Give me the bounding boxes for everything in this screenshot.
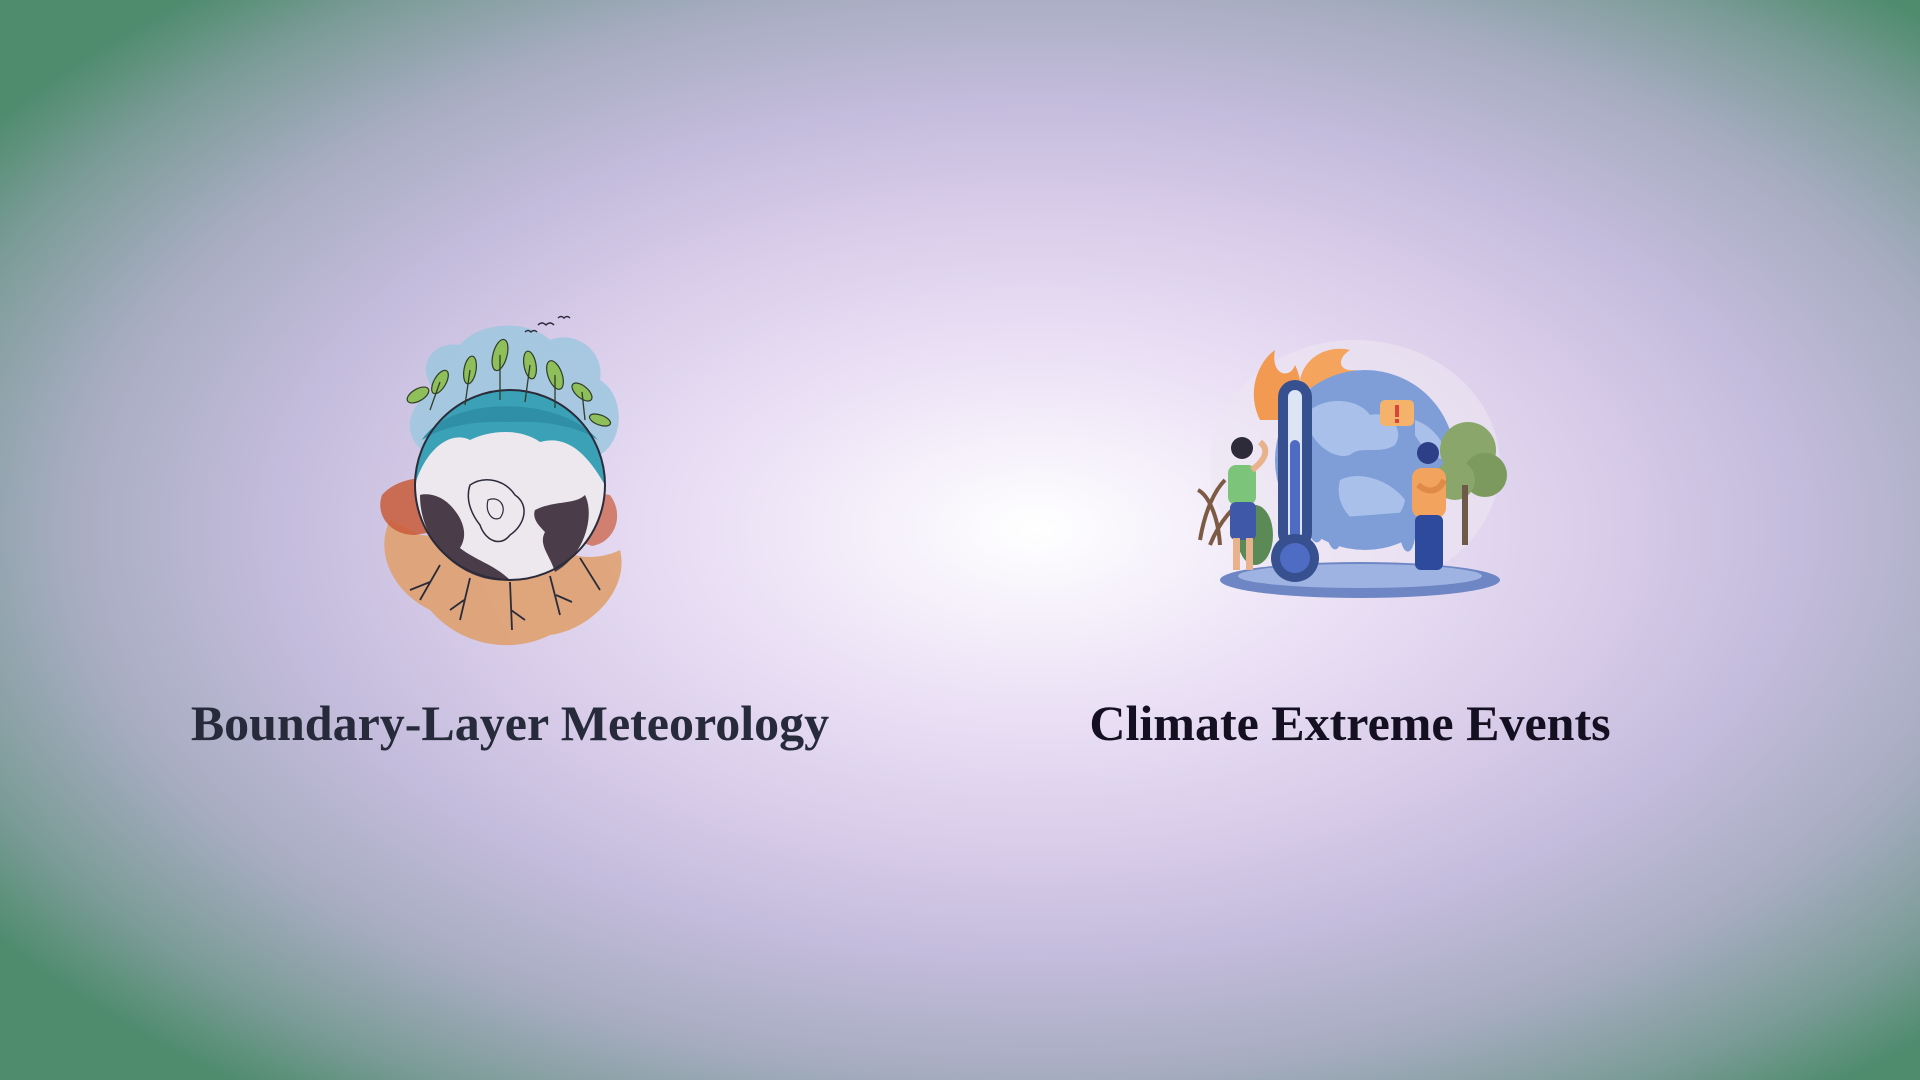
topic-card-boundary-layer: Boundary-Layer Meteorology bbox=[150, 310, 870, 748]
topic-title-boundary-layer: Boundary-Layer Meteorology bbox=[190, 695, 830, 751]
earth-ecology-icon bbox=[380, 315, 622, 646]
topic-title-climate-extremes: Climate Extreme Events bbox=[1089, 695, 1611, 751]
global-warming-icon bbox=[1196, 340, 1507, 598]
topic-card-climate-extremes: Climate Extreme Events bbox=[1040, 330, 1660, 748]
